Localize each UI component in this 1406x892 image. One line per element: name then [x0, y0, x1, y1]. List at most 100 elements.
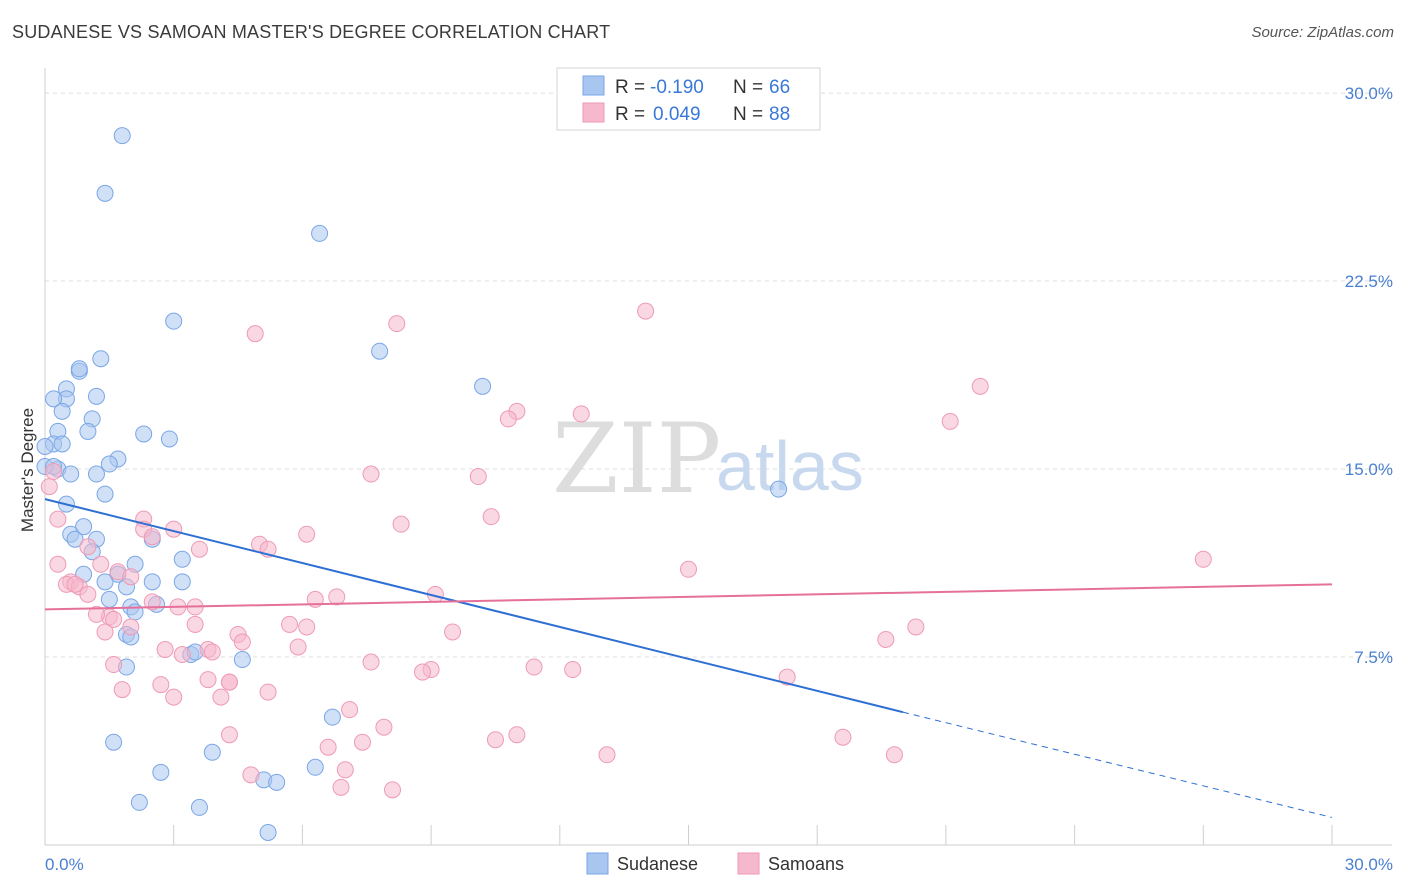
sudanese-point [130, 793, 148, 811]
samoans-point [885, 746, 903, 764]
samoans-point [469, 468, 487, 486]
samoans-point [105, 656, 123, 674]
samoans-point [212, 688, 230, 706]
samoans-point [66, 575, 84, 593]
sudanese-point [75, 518, 93, 536]
samoans-point [87, 605, 105, 623]
samoans-point [388, 315, 406, 333]
sudanese-point [311, 224, 329, 242]
samoans-point [328, 588, 346, 606]
samoans-point [362, 465, 380, 483]
samoans-point [564, 661, 582, 679]
sudanese-trend-line [44, 498, 904, 714]
sudanese-point [323, 708, 341, 726]
samoans-point [220, 726, 238, 744]
sudanese-point [113, 127, 131, 145]
x-tick-label: 30.0% [1345, 855, 1393, 874]
sudanese-point [92, 350, 110, 368]
sudanese-point [259, 823, 277, 841]
samoans-point [572, 405, 590, 423]
samoans-point [362, 653, 380, 671]
bottom-legend: Sudanese Samoans [586, 852, 844, 875]
sudanese-point [96, 184, 114, 202]
sudanese-point [474, 377, 492, 395]
sudanese-point [233, 651, 251, 669]
watermark: ZIP atlas [552, 403, 864, 515]
samoans-point [375, 718, 393, 736]
sudanese-point [45, 390, 63, 408]
samoans-point [499, 410, 517, 428]
source-label: Source: ZipAtlas.com [1251, 24, 1394, 41]
sudanese-point [160, 430, 178, 448]
sudanese-point [268, 773, 286, 791]
legend: R = -0.190 N = 66 R = 0.049 N = 88 [556, 67, 821, 131]
samoans-point [778, 668, 796, 686]
sudanese-point [87, 465, 105, 483]
samoans-point [96, 623, 114, 641]
samoans-point [45, 463, 63, 481]
sudanese-point [152, 763, 170, 781]
samoans-point [971, 377, 989, 395]
axes [44, 68, 1392, 846]
sudanese-point [173, 550, 191, 568]
samoans-point [907, 618, 925, 636]
x-tick-label: 0.0% [45, 855, 84, 874]
samoans-point [341, 701, 359, 719]
bottom-legend-label-samoans: Samoans [768, 854, 844, 874]
samoans-point [186, 615, 204, 633]
y-tick-labels: 7.5% 15.0% 22.5% 30.0% [1345, 84, 1393, 667]
y-tick-label: 15.0% [1345, 460, 1393, 479]
sudanese-trend-extension [902, 711, 1333, 818]
y-tick-label: 22.5% [1345, 272, 1393, 291]
samoans-point [281, 615, 299, 633]
bottom-legend-swatch-samoans [737, 852, 760, 875]
sudanese-point [203, 743, 221, 761]
chart-title: SUDANESE VS SAMOAN MASTER'S DEGREE CORRE… [12, 22, 611, 42]
samoans-point [156, 640, 174, 658]
samoans-point [259, 683, 277, 701]
samoans-point [877, 630, 895, 648]
samoans-point [680, 560, 697, 578]
samoans-point [122, 568, 140, 586]
samoans-point [92, 555, 110, 573]
samoans-point [392, 515, 410, 533]
samoans-point [637, 302, 655, 320]
samoans-point [143, 528, 161, 546]
samoans-point [49, 510, 67, 528]
sudanese-point [53, 402, 71, 420]
samoans-point [508, 726, 526, 744]
samoans-point [165, 688, 183, 706]
sudanese-point [87, 387, 105, 405]
samoans-point [40, 478, 58, 496]
samoans-point [49, 555, 67, 573]
sudanese-point [96, 573, 114, 591]
legend-n-value-1: 66 [769, 77, 790, 98]
sudanese-point [135, 425, 153, 443]
samoans-point [598, 746, 616, 764]
sudanese-point [100, 455, 118, 473]
legend-r-value-1: -0.190 [650, 77, 704, 98]
samoans-trend-line [44, 583, 1333, 611]
sudanese-point [70, 360, 88, 378]
sudanese-point [306, 758, 324, 776]
sudanese-point [66, 530, 84, 548]
legend-n-label-1: N = [733, 77, 763, 98]
samoans-point [173, 646, 191, 664]
y-axis-label: Master's Degree [18, 408, 37, 532]
samoans-point [383, 781, 401, 799]
samoans-point [482, 508, 500, 526]
samoans-point [113, 681, 131, 699]
sudanese-point [371, 342, 389, 360]
sudanese-point [53, 435, 71, 453]
samoans-point [233, 633, 251, 651]
samoans-point [143, 593, 161, 611]
legend-n-value-2: 88 [769, 104, 790, 125]
legend-swatch-samoans [582, 102, 605, 123]
sudanese-point [96, 485, 114, 503]
y-tick-label: 7.5% [1354, 648, 1393, 667]
x-tick-labels: 0.0% 30.0% [45, 855, 1393, 874]
samoans-point [298, 618, 316, 636]
watermark-atlas: atlas [716, 427, 864, 505]
samoans-point [444, 623, 462, 641]
samoans-point [79, 585, 97, 603]
